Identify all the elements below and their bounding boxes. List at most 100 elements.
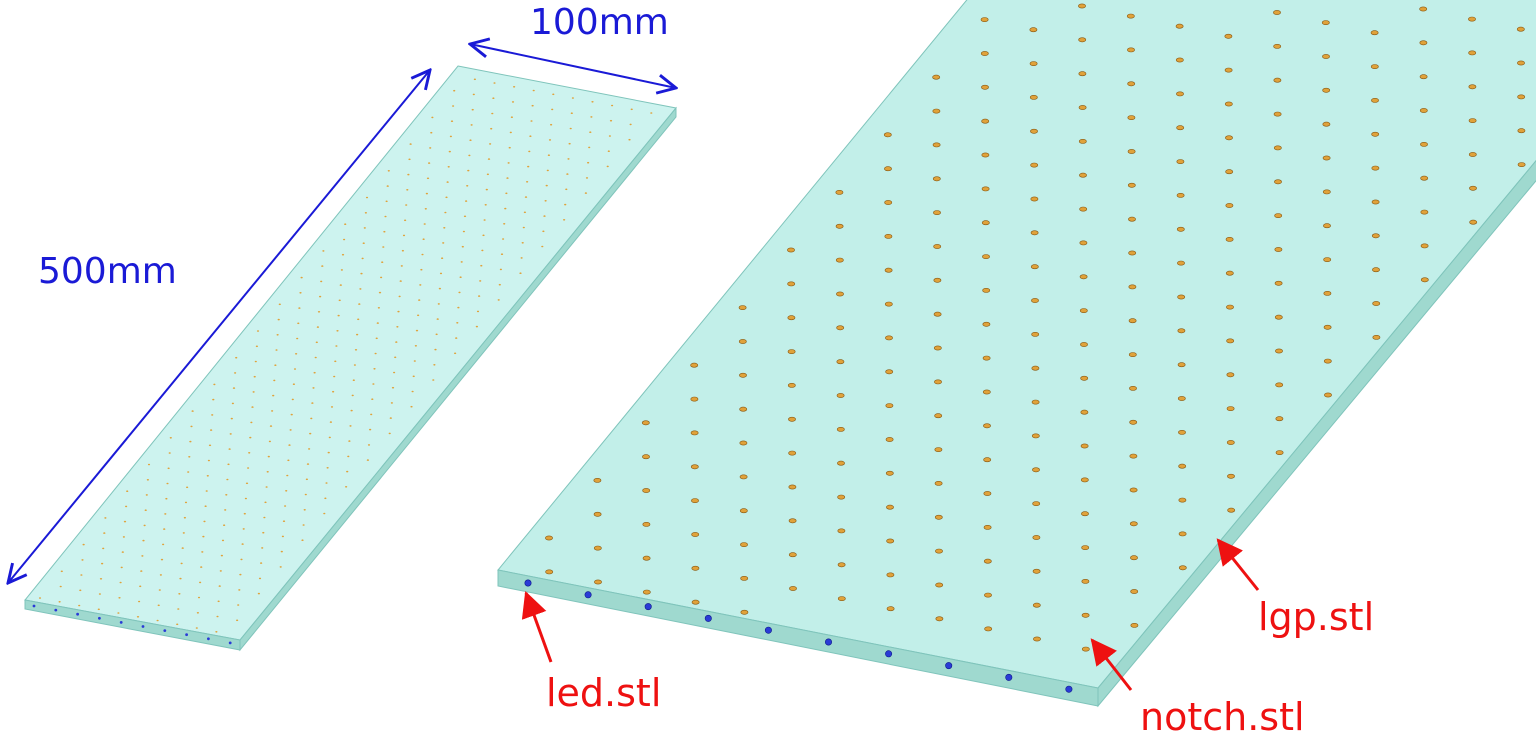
overview-notch — [542, 230, 545, 233]
closeup-notch — [1177, 328, 1186, 334]
overview-notch — [410, 405, 413, 408]
overview-notch — [263, 516, 266, 519]
closeup-notch — [1031, 331, 1040, 337]
closeup-notch — [788, 518, 797, 524]
closeup-notch — [1274, 280, 1283, 286]
overview-notch — [484, 204, 487, 206]
overview-notch — [268, 440, 271, 443]
closeup-notch — [983, 423, 991, 429]
closeup-notch — [739, 474, 748, 480]
overview-led — [119, 621, 123, 624]
closeup-plate-side-edge — [1097, 160, 1536, 708]
closeup-led — [524, 579, 532, 587]
overview-notch — [588, 146, 591, 149]
length-dimension-label: 500mm — [38, 251, 177, 292]
overview-notch — [394, 356, 397, 359]
closeup-notch — [1177, 260, 1185, 266]
overview-notch — [212, 398, 215, 401]
closeup-notch — [982, 287, 991, 293]
overview-notch — [278, 303, 281, 306]
closeup-notch — [1322, 155, 1331, 161]
overview-notch — [180, 562, 183, 565]
closeup-notch — [788, 450, 797, 456]
closeup-notch — [545, 569, 554, 575]
overview-notch — [250, 421, 253, 424]
overview-notch — [103, 532, 106, 534]
overview-notch — [487, 158, 491, 160]
overview-notch — [530, 120, 533, 122]
overview-notch — [311, 402, 314, 404]
overview-notch — [191, 410, 194, 412]
overview-notch — [466, 185, 469, 187]
overview-notch — [369, 428, 372, 431]
closeup-notch — [593, 511, 602, 517]
overview-notch — [251, 406, 254, 408]
closeup-notch — [932, 176, 941, 182]
overview-notch — [446, 181, 449, 183]
closeup-led — [885, 650, 893, 658]
closeup-notch — [1517, 128, 1526, 134]
overview-notch — [302, 524, 305, 526]
overview-notch — [409, 143, 412, 145]
closeup-notch — [740, 542, 748, 547]
overview-notch — [224, 509, 227, 511]
overview-notch — [412, 375, 415, 378]
overview-notch — [357, 318, 360, 321]
closeup-notch — [1032, 467, 1040, 473]
overview-notch — [476, 310, 480, 313]
closeup-notch — [1225, 135, 1233, 141]
overview-led — [185, 633, 189, 637]
closeup-notch — [1080, 342, 1088, 347]
closeup-notch — [1078, 37, 1087, 43]
overview-notch — [59, 585, 62, 588]
overview-notch — [336, 330, 339, 332]
closeup-notch — [1324, 392, 1332, 398]
closeup-notch — [1128, 250, 1137, 256]
closeup-notch — [1175, 23, 1184, 29]
overview-notch — [178, 593, 181, 595]
closeup-notch — [984, 592, 992, 598]
overview-notch — [256, 330, 260, 332]
overview-notch — [450, 120, 454, 122]
overview-notch — [325, 482, 328, 484]
overview-notch — [362, 242, 365, 244]
closeup-notch — [1274, 179, 1282, 185]
closeup-notch — [1030, 230, 1039, 236]
overview-notch — [308, 448, 311, 450]
closeup-notch — [1175, 57, 1184, 63]
overview-notch — [333, 375, 336, 378]
overview-notch — [238, 589, 241, 591]
closeup-notch — [1224, 33, 1233, 39]
closeup-notch — [1129, 453, 1138, 459]
overview-notch — [377, 307, 380, 309]
overview-notch — [346, 470, 349, 473]
overview-notch — [629, 123, 632, 126]
overview-notch — [122, 536, 125, 538]
overview-notch — [339, 284, 342, 286]
overview-notch — [404, 219, 407, 222]
overview-notch — [400, 265, 403, 267]
overview-notch — [457, 306, 460, 309]
overview-notch — [351, 394, 354, 397]
closeup-notch — [1226, 338, 1235, 344]
closeup-notch — [1031, 298, 1039, 303]
overview-notch — [455, 337, 458, 339]
overview-notch — [219, 570, 222, 572]
overview-notch — [493, 82, 496, 84]
closeup-notch — [1078, 138, 1087, 144]
overview-notch — [292, 383, 295, 386]
closeup-notch — [1127, 81, 1136, 87]
overview-notch — [158, 589, 161, 591]
closeup-notch — [884, 267, 893, 273]
closeup-led-row — [524, 579, 1073, 693]
closeup-notch — [1517, 162, 1526, 167]
lgp-callout-label: lgp.stl — [1258, 595, 1374, 639]
overview-notch — [395, 341, 398, 343]
overview-notch — [503, 223, 506, 225]
overview-notch — [215, 631, 218, 633]
overview-notch — [249, 436, 252, 439]
overview-notch — [285, 490, 288, 492]
overview-notch — [231, 402, 234, 405]
overview-notch — [424, 208, 427, 210]
overview-notch — [179, 577, 182, 580]
